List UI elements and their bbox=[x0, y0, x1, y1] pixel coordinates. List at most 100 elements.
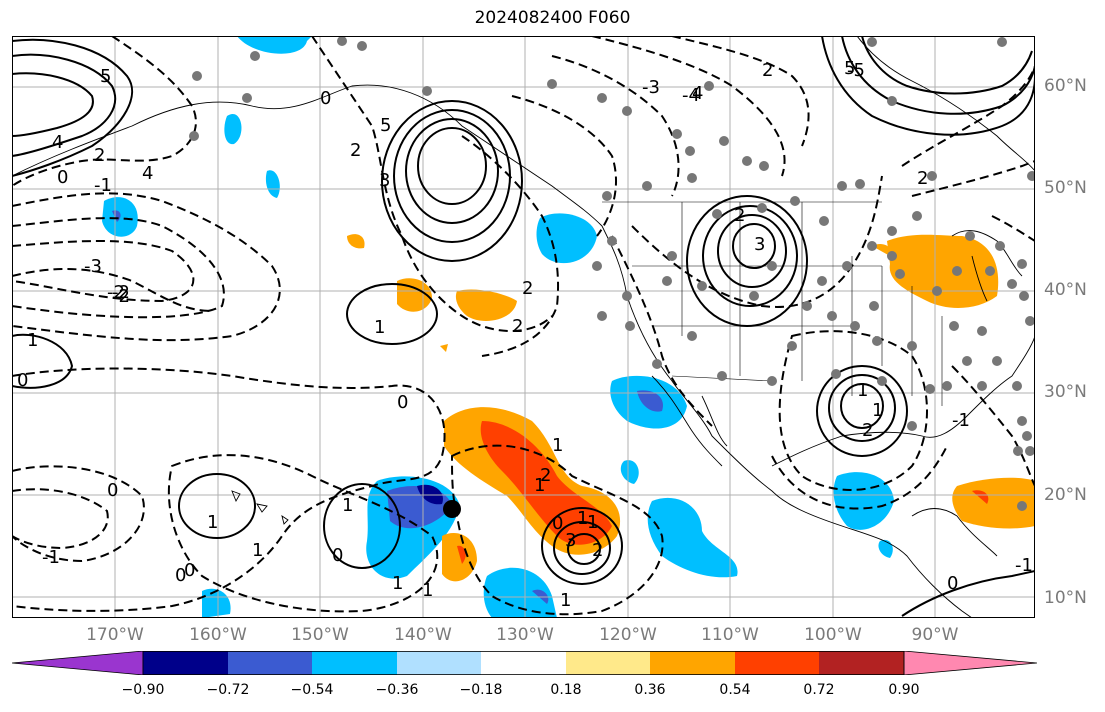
contour-label: 2 bbox=[512, 316, 523, 337]
lon-label-160w: 160°W bbox=[189, 625, 247, 645]
colorbar-tick: −0.54 bbox=[290, 682, 334, 698]
colorbar-bin bbox=[566, 651, 650, 675]
colorbar-tick: −0.72 bbox=[206, 682, 250, 698]
contour-label: 1 bbox=[252, 540, 263, 561]
contour-label: 2 bbox=[762, 60, 773, 81]
contour-label: 0 bbox=[184, 560, 195, 581]
coastlines bbox=[12, 36, 1035, 618]
colorbar-bin bbox=[228, 651, 312, 675]
colorbar-bin bbox=[735, 651, 819, 675]
contour-label: -1 bbox=[94, 175, 112, 196]
contour-label: -2 bbox=[112, 282, 130, 303]
contour-label: -5 bbox=[847, 60, 865, 81]
contour-label: 3 bbox=[754, 234, 765, 255]
colorbar-bin bbox=[312, 651, 397, 675]
contour-labels: 5 4 2 0 -1 4 -2 -3 -2 1 1 0 0 -1 0 5 3 1… bbox=[17, 58, 1033, 611]
colorbar-tick: −0.90 bbox=[121, 682, 165, 698]
colorbar-tick: 0.54 bbox=[719, 682, 751, 698]
colorbar-bin bbox=[143, 651, 228, 675]
contour-label: 5 bbox=[844, 58, 855, 79]
lon-label-150w: 150°W bbox=[291, 625, 349, 645]
lon-label-140w: 140°W bbox=[394, 625, 452, 645]
contour-label: 0 bbox=[17, 370, 28, 391]
lat-label-30n: 30°N bbox=[1044, 382, 1087, 402]
contour-label: 2 bbox=[917, 168, 928, 189]
colorbar-bin bbox=[397, 651, 481, 675]
contour-label: 3 bbox=[379, 170, 390, 191]
colorbar-bin bbox=[650, 651, 735, 675]
contour-label: 0 bbox=[175, 565, 186, 586]
contour-label: 0 bbox=[397, 392, 408, 413]
graticule bbox=[12, 36, 1035, 618]
contour-label: 0 bbox=[947, 573, 958, 594]
contour-label: 4 bbox=[52, 132, 63, 153]
colorbar-bin bbox=[481, 651, 566, 675]
contour-label: -2 bbox=[107, 282, 125, 303]
contour-label: 3 bbox=[565, 530, 576, 551]
contour-label: 5 bbox=[380, 115, 391, 136]
contour-label: -4 bbox=[682, 85, 700, 106]
station-markers bbox=[189, 36, 1035, 511]
colorbar-tick: −0.18 bbox=[459, 682, 503, 698]
lon-label-120w: 120°W bbox=[599, 625, 657, 645]
contour-label: 4 bbox=[692, 83, 703, 104]
contour-label: 1 bbox=[534, 475, 545, 496]
lat-label-60n: 60°N bbox=[1044, 76, 1087, 96]
lat-label-40n: 40°N bbox=[1044, 280, 1087, 300]
contour-label: 1 bbox=[577, 508, 588, 529]
contour-label: 0 bbox=[57, 167, 68, 188]
colorbar-tick: 0.36 bbox=[634, 682, 666, 698]
contour-label: 0 bbox=[552, 513, 563, 534]
contour-label: 1 bbox=[872, 400, 883, 421]
contours-positive bbox=[12, 36, 1035, 617]
colorbar bbox=[12, 651, 1037, 675]
lat-label-20n: 20°N bbox=[1044, 485, 1087, 505]
lat-label-10n: 10°N bbox=[1044, 588, 1087, 608]
contour-label: 2 bbox=[522, 278, 533, 299]
contour-label: 2 bbox=[540, 465, 551, 486]
contour-label: 1 bbox=[207, 512, 218, 533]
shaded-anomalies bbox=[102, 36, 1035, 618]
colorbar-tick: −0.36 bbox=[375, 682, 419, 698]
storm-center-marker bbox=[443, 500, 461, 518]
colorbar-tick: 0.72 bbox=[803, 682, 835, 698]
contour-label: 1 bbox=[857, 380, 868, 401]
contour-label: 1 bbox=[374, 317, 385, 338]
colorbar-extend-min bbox=[12, 651, 144, 675]
lon-label-170w: 170°W bbox=[86, 625, 144, 645]
lon-label-90w: 90°W bbox=[911, 625, 959, 645]
contour-label: 1 bbox=[342, 495, 353, 516]
contour-label: 1 bbox=[587, 512, 598, 533]
contour-label: 5 bbox=[100, 66, 111, 87]
contour-label: 2 bbox=[734, 205, 745, 226]
contour-label: -1 bbox=[42, 547, 60, 568]
contour-label: 2 bbox=[592, 540, 603, 561]
contour-label: -3 bbox=[642, 77, 660, 98]
map-plot: 5 4 2 0 -1 4 -2 -3 -2 1 1 0 0 -1 0 5 3 1… bbox=[12, 36, 1035, 618]
colorbar-tick: 0.90 bbox=[888, 682, 920, 698]
contour-label: 1 bbox=[422, 580, 433, 601]
lon-label-130w: 130°W bbox=[496, 625, 554, 645]
colorbar-tick: 0.18 bbox=[550, 682, 582, 698]
colorbar-bin bbox=[819, 651, 904, 675]
contour-label: 2 bbox=[862, 420, 873, 441]
contour-label: 0 bbox=[107, 480, 118, 501]
contour-label: -1 bbox=[952, 410, 970, 431]
lon-label-110w: 110°W bbox=[701, 625, 759, 645]
contour-label: -3 bbox=[84, 256, 102, 277]
contour-label: 1 bbox=[27, 330, 38, 351]
map-title: 2024082400 F060 bbox=[474, 8, 631, 28]
contour-label: 0 bbox=[320, 88, 331, 109]
contour-label: 1 bbox=[552, 435, 563, 456]
contour-label: -2 bbox=[112, 286, 130, 307]
contour-label: 4 bbox=[142, 163, 153, 184]
contour-label: 2 bbox=[94, 145, 105, 166]
lon-label-100w: 100°W bbox=[804, 625, 862, 645]
contour-label: 1 bbox=[392, 573, 403, 594]
colorbar-extend-max bbox=[903, 651, 1037, 675]
contour-label: -1 bbox=[1015, 555, 1033, 576]
lat-label-50n: 50°N bbox=[1044, 178, 1087, 198]
contour-label: 1 bbox=[560, 590, 571, 611]
contour-label: 2 bbox=[350, 140, 361, 161]
contour-label: 0 bbox=[332, 545, 343, 566]
